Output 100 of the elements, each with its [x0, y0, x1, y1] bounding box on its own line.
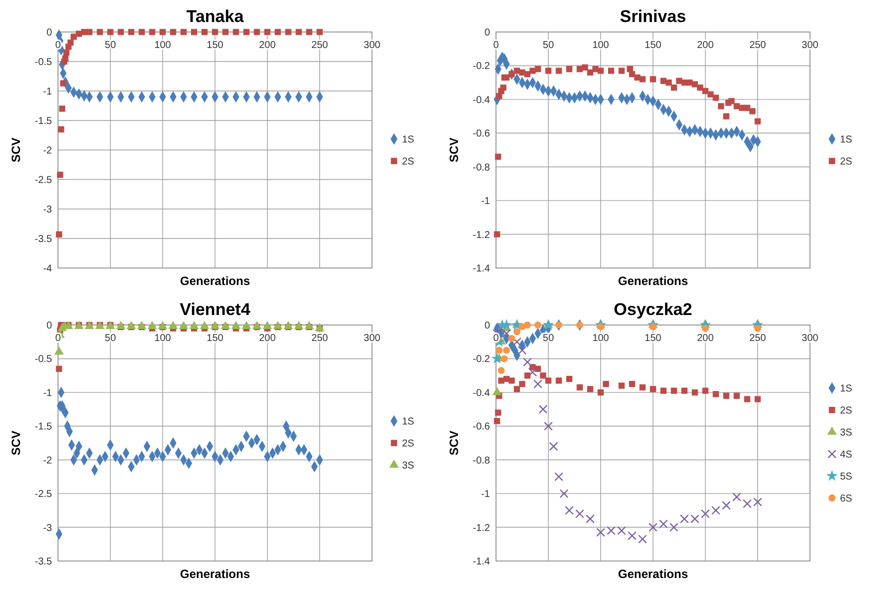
x-tick-label: 200	[258, 40, 276, 51]
point	[212, 28, 218, 36]
point	[638, 534, 647, 544]
y-tick-label: -1	[43, 388, 52, 399]
point	[62, 55, 68, 62]
y-tick-label: -0.6	[472, 128, 490, 140]
point	[670, 388, 678, 394]
x-tick-label: 200	[696, 333, 714, 344]
y-axis-title: SCV	[9, 430, 23, 456]
x-tick-label: 100	[592, 333, 610, 344]
point	[231, 320, 241, 330]
point	[314, 322, 324, 332]
point	[566, 376, 572, 382]
point	[712, 94, 719, 101]
point	[222, 28, 229, 36]
point	[518, 346, 527, 355]
point	[670, 522, 678, 532]
point	[586, 514, 595, 524]
point	[60, 80, 66, 86]
point	[555, 322, 562, 328]
point	[496, 346, 503, 354]
legend-label: 1S	[402, 416, 415, 428]
x-tick-label: 300	[364, 333, 381, 344]
point	[316, 28, 323, 36]
point	[692, 389, 698, 396]
x-axis-title: Generations	[180, 274, 250, 288]
point	[116, 320, 126, 330]
point	[639, 384, 646, 390]
y-tick-label: -1	[481, 489, 490, 500]
point	[304, 320, 314, 330]
point	[508, 335, 516, 342]
x-tick-label: 200	[696, 40, 714, 51]
y-tick-label: -2	[43, 146, 52, 156]
point	[639, 76, 646, 82]
point	[618, 382, 625, 389]
x-tick-label: 250	[311, 40, 328, 51]
point	[650, 76, 656, 82]
point	[722, 500, 731, 510]
point	[200, 320, 210, 330]
point	[718, 103, 724, 110]
y-tick-label: -1.4	[472, 264, 490, 274]
x-tick-label: 150	[206, 333, 224, 344]
point	[576, 384, 583, 390]
point	[107, 28, 114, 36]
point	[528, 368, 538, 377]
point	[494, 231, 500, 238]
point	[754, 396, 761, 402]
point	[544, 422, 553, 431]
x-axis-title: Generations	[618, 274, 688, 288]
legend-label: 5S	[840, 472, 853, 482]
point	[492, 387, 502, 396]
point	[744, 396, 750, 402]
point	[566, 66, 572, 72]
x-tick-label: 0	[493, 40, 500, 51]
point	[513, 328, 520, 336]
x-tick-label: 150	[644, 333, 662, 344]
point	[180, 28, 187, 36]
point	[158, 320, 168, 330]
y-tick-label: -1.2	[472, 522, 490, 534]
legend-label: 6S	[840, 494, 853, 504]
point	[494, 418, 500, 424]
x-tick-label: 100	[154, 40, 172, 51]
chart-title: Osyczka2	[614, 300, 692, 319]
y-tick-label: -3	[43, 522, 52, 534]
point	[534, 66, 541, 72]
point	[59, 106, 66, 112]
y-tick-label: -4	[43, 264, 52, 274]
chart-title: Tanaka	[186, 7, 244, 26]
point	[210, 320, 220, 330]
x-tick-label: 150	[644, 40, 662, 51]
point	[723, 113, 730, 120]
y-tick-label: -0.4	[472, 388, 490, 399]
point	[252, 320, 262, 330]
legend-label: 1S	[840, 134, 853, 146]
point	[500, 355, 508, 362]
point	[274, 28, 281, 36]
y-tick-label: -0.6	[472, 422, 490, 433]
x-tick-label: 300	[802, 333, 819, 344]
point	[491, 352, 503, 364]
y-tick-label: 0	[46, 28, 52, 38]
point	[598, 68, 604, 74]
point	[666, 79, 672, 86]
point	[734, 392, 740, 399]
legend-label: 3S	[840, 428, 853, 438]
y-tick-label: -0.2	[472, 354, 490, 366]
point	[126, 320, 136, 330]
point	[545, 68, 552, 74]
point	[54, 346, 64, 355]
point	[254, 28, 260, 36]
y-tick-label: -1	[481, 196, 490, 208]
point	[648, 522, 658, 532]
point	[86, 28, 92, 36]
x-tick-label: 250	[749, 333, 766, 344]
point	[168, 320, 178, 330]
y-axis-title: SCV	[447, 138, 461, 162]
point	[660, 388, 667, 394]
point	[744, 104, 750, 111]
legend-label: 1S	[402, 134, 415, 146]
point	[538, 404, 548, 414]
point	[711, 506, 720, 515]
